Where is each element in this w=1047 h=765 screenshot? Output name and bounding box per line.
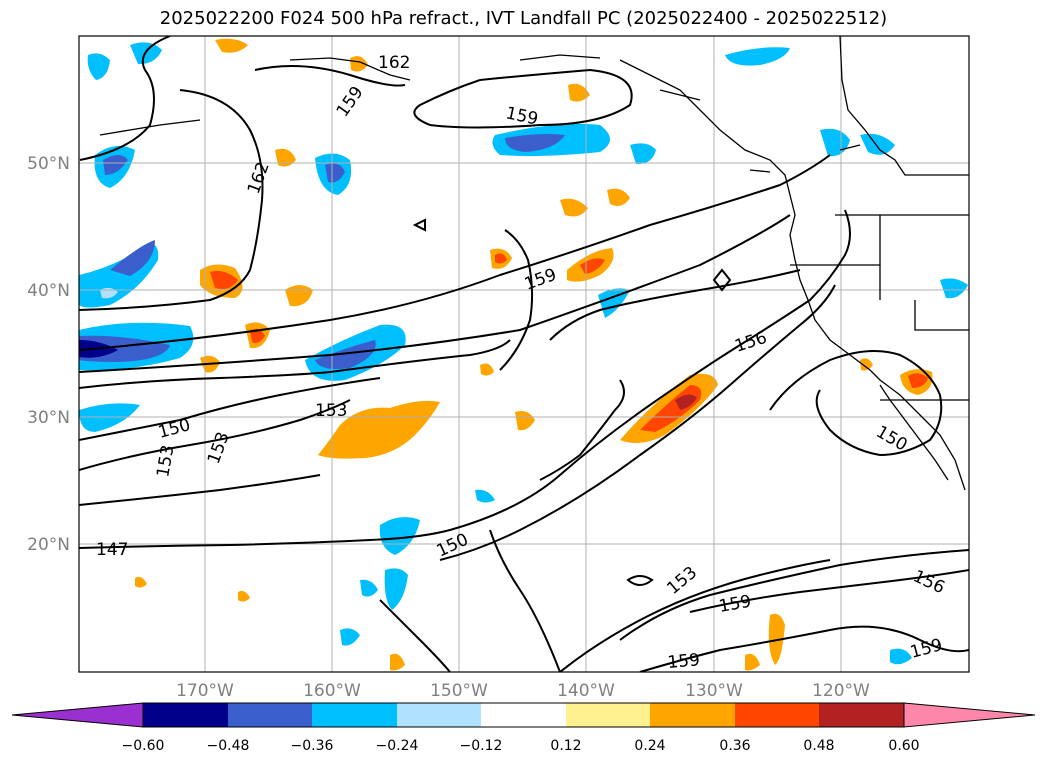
contour-label: 159 — [667, 650, 701, 673]
colorbar-segment — [819, 703, 904, 727]
lon-label: 170°W — [176, 681, 234, 701]
colorbar-tick: 0.60 — [888, 738, 919, 754]
map-title: 2025022200 F024 500 hPa refract., IVT La… — [159, 8, 888, 29]
lat-label: 40°N — [27, 281, 70, 301]
lat-label: 30°N — [27, 408, 70, 428]
colorbar-tick: 0.24 — [634, 738, 665, 754]
lon-label: 150°W — [430, 681, 488, 701]
colorbar-segment — [143, 703, 228, 727]
latitude-labels: 50°N 40°N 30°N 20°N — [27, 154, 70, 555]
contour-label: 162 — [378, 53, 410, 73]
shaded-anomalies — [79, 38, 968, 671]
lon-label: 130°W — [685, 681, 743, 701]
lon-label: 160°W — [303, 681, 361, 701]
colorbar-tick: 0.48 — [803, 738, 834, 754]
colorbar-tick: 0.12 — [550, 738, 581, 754]
colorbar-tick: −0.60 — [122, 738, 165, 754]
colorbar: −0.60 −0.48 −0.36 −0.24 −0.12 0.12 0.24 … — [11, 702, 1036, 754]
colorbar-tick: −0.24 — [376, 738, 419, 754]
colorbar-segment — [566, 703, 650, 727]
colorbar-extend-right — [903, 702, 1036, 728]
colorbar-segment — [481, 703, 566, 727]
colorbar-segment — [312, 703, 397, 727]
contour-label: 147 — [96, 540, 128, 560]
longitude-labels: 170°W 160°W 150°W 140°W 130°W 120°W — [176, 681, 870, 701]
colorbar-extend-left — [11, 702, 144, 728]
colorbar-segment — [650, 703, 735, 727]
contour-lines — [79, 36, 969, 672]
colorbar-segment — [228, 703, 312, 727]
lat-label: 20°N — [27, 535, 70, 555]
colorbar-tick: −0.48 — [207, 738, 250, 754]
lat-label: 50°N — [27, 154, 70, 174]
lon-label: 140°W — [557, 681, 615, 701]
colorbar-segment — [397, 703, 481, 727]
colorbar-tick: 0.36 — [719, 738, 750, 754]
contour-label: 153 — [315, 401, 347, 421]
colorbar-tick: −0.36 — [291, 738, 334, 754]
lon-label: 120°W — [812, 681, 870, 701]
colorbar-segment — [735, 703, 819, 727]
colorbar-tick: −0.12 — [460, 738, 503, 754]
map-border — [78, 35, 970, 673]
